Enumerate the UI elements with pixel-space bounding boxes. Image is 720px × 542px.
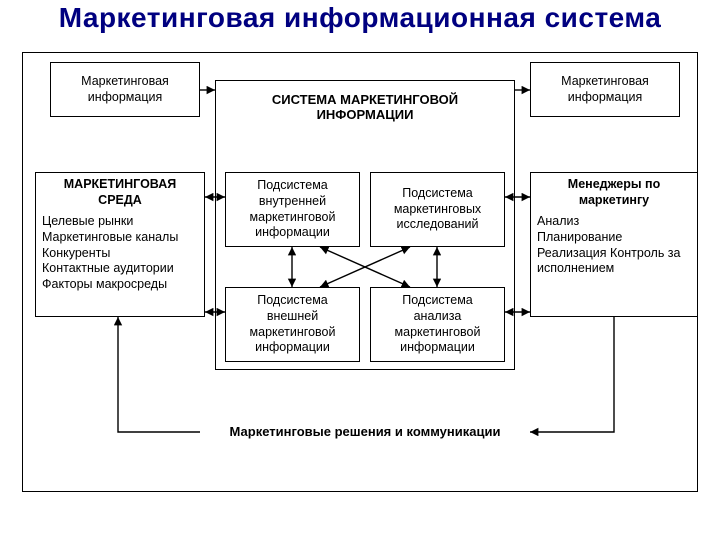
subsystem-research-text: Подсистема маркетинговых исследований bbox=[377, 186, 498, 233]
header-left-box: Маркетинговая информация bbox=[50, 62, 200, 117]
environment-box: МАРКЕТИНГОВАЯ СРЕДА Целевые рынки Маркет… bbox=[35, 172, 205, 317]
subsystem-analysis-text: Подсистема анализа маркетинговой информа… bbox=[377, 293, 498, 356]
subsystem-analysis-box: Подсистема анализа маркетинговой информа… bbox=[370, 287, 505, 362]
managers-body: Анализ Планирование Реализация Контроль … bbox=[537, 214, 691, 277]
environment-body: Целевые рынки Маркетинговые каналы Конку… bbox=[42, 214, 198, 292]
subsystem-internal-text: Подсистема внутренней маркетинговой инфо… bbox=[232, 178, 353, 241]
subsystem-external-text: Подсистема внешней маркетинговой информа… bbox=[232, 293, 353, 356]
subsystem-research-box: Подсистема маркетинговых исследований bbox=[370, 172, 505, 247]
subsystem-internal-box: Подсистема внутренней маркетинговой инфо… bbox=[225, 172, 360, 247]
environment-heading: МАРКЕТИНГОВАЯ СРЕДА bbox=[42, 177, 198, 208]
header-left-text: Маркетинговая информация bbox=[57, 74, 193, 105]
managers-heading: Менеджеры по маркетингу bbox=[537, 177, 691, 208]
bottom-label: Маркетинговые решения и коммуникации bbox=[200, 424, 530, 439]
managers-box: Менеджеры по маркетингу Анализ Планирова… bbox=[530, 172, 698, 317]
page-title: Маркетинговая информационная система bbox=[0, 2, 720, 34]
header-right-box: Маркетинговая информация bbox=[530, 62, 680, 117]
subsystem-external-box: Подсистема внешней маркетинговой информа… bbox=[225, 287, 360, 362]
system-title: СИСТЕМА МАРКЕТИНГОВОЙ ИНФОРМАЦИИ bbox=[222, 92, 508, 122]
header-right-text: Маркетинговая информация bbox=[537, 74, 673, 105]
